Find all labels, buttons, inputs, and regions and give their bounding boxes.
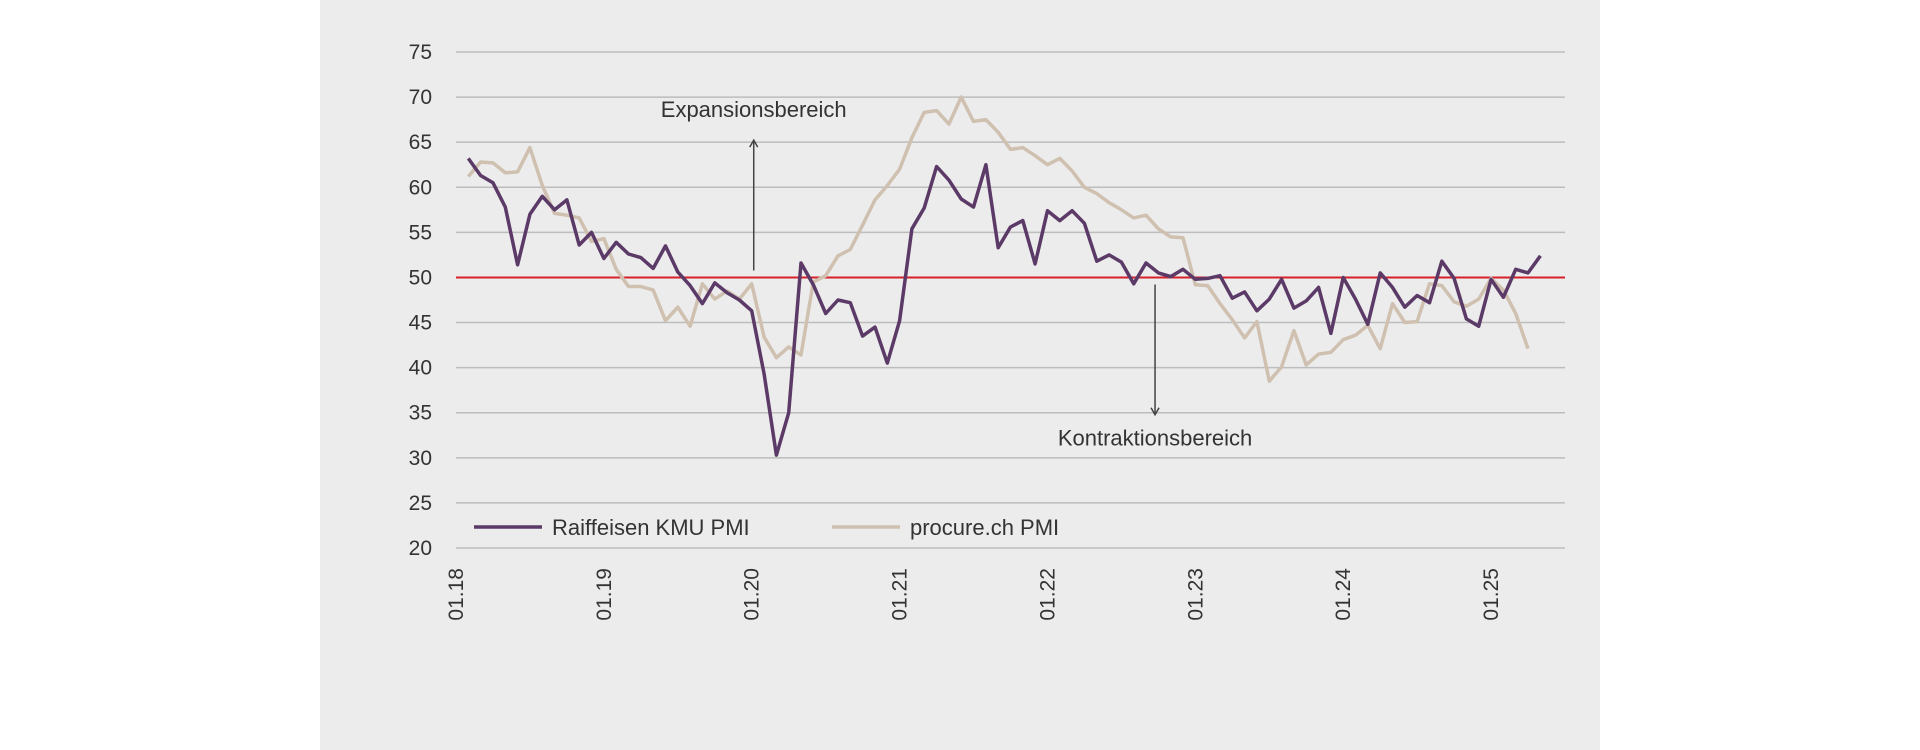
y-tick-label: 45 [409, 312, 432, 335]
y-tick-label: 60 [409, 176, 432, 199]
contraction-label: Kontraktionsbereich [1058, 426, 1252, 451]
legend-label-raiffeisen: Raiffeisen KMU PMI [552, 515, 750, 540]
x-tick-label: 01.22 [1036, 568, 1059, 621]
annotations: Expansionsbereich Kontraktionsbereich [661, 97, 1252, 451]
y-tick-label: 35 [409, 402, 432, 425]
y-tick-label: 30 [409, 447, 432, 470]
series-line-procure [466, 95, 1530, 383]
expansion-label: Expansionsbereich [661, 97, 847, 122]
x-tick-label: 01.23 [1184, 568, 1207, 621]
x-tick-label: 01.18 [445, 568, 468, 621]
y-tick-label: 65 [409, 131, 432, 154]
x-tick-label: 01.24 [1332, 568, 1355, 621]
y-tick-label: 20 [409, 537, 432, 560]
y-tick-label: 50 [409, 266, 432, 289]
x-axis-labels: 01.18 01.19 01.20 01.21 01.22 01.23 01.24 01.25 [445, 568, 1503, 621]
chart-panel: 75 70 65 60 55 50 45 40 35 30 25 20 01.18 01.19 01.20… [320, 0, 1600, 750]
legend: Raiffeisen KMU PMI procure.ch PMI [474, 515, 1059, 540]
x-tick-label: 01.19 [593, 568, 616, 621]
x-tick-label: 01.20 [741, 568, 764, 621]
y-tick-label: 55 [409, 221, 432, 244]
legend-label-procure: procure.ch PMI [910, 515, 1059, 540]
y-tick-label: 25 [409, 492, 432, 515]
x-tick-label: 01.21 [889, 568, 912, 621]
y-axis-labels: 75 70 65 60 55 50 45 40 35 30 25 20 [409, 41, 432, 560]
y-tick-label: 70 [409, 86, 432, 109]
y-tick-label: 75 [409, 41, 432, 64]
series-line-raiffeisen [466, 157, 1542, 457]
x-tick-label: 01.25 [1480, 568, 1503, 621]
pmi-line-chart: 75 70 65 60 55 50 45 40 35 30 25 20 01.18 01.19 01.20… [409, 41, 1565, 621]
y-tick-label: 40 [409, 357, 432, 380]
expansion-arrow-head [749, 138, 759, 148]
contraction-arrow-head [1150, 407, 1160, 417]
series-lines [466, 95, 1542, 457]
